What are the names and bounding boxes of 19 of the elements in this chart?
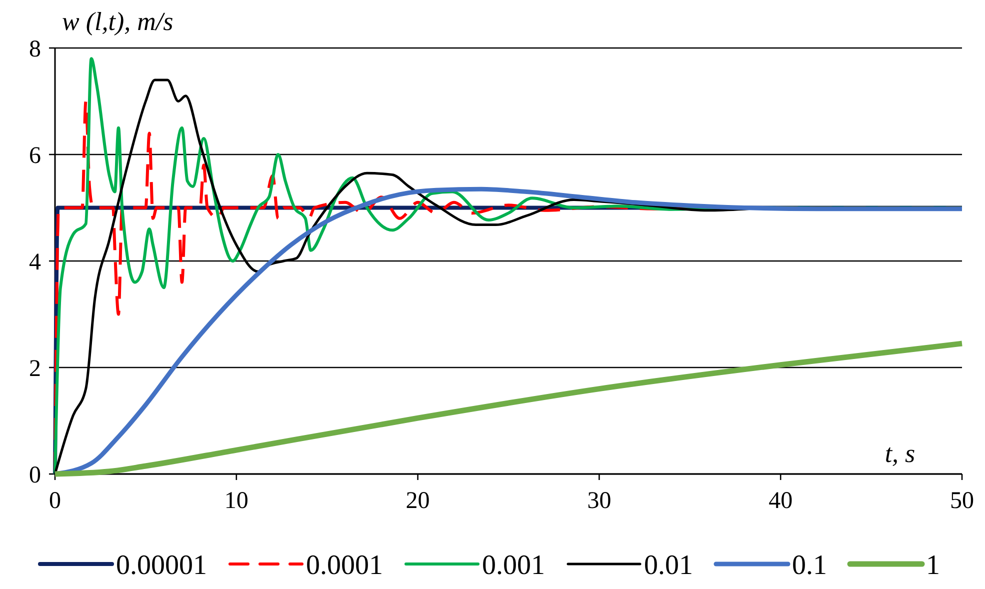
x-axis-title: t, s xyxy=(884,439,916,468)
legend-label: 0.001 xyxy=(482,550,545,581)
y-tick-label: 4 xyxy=(29,249,41,276)
y-axis-title: w (l,t), m/s xyxy=(62,7,174,36)
x-tick-label: 20 xyxy=(406,488,430,514)
legend-label: 0.1 xyxy=(792,550,827,581)
y-tick-label: 0 xyxy=(29,462,41,488)
x-tick-label: 50 xyxy=(950,488,974,514)
legend-label: 0.00001 xyxy=(116,550,207,581)
x-tick-label: 40 xyxy=(768,488,793,514)
legend-label: 0.0001 xyxy=(306,550,383,581)
y-tick-label: 8 xyxy=(29,36,41,62)
legend-label: 0.01 xyxy=(644,550,693,581)
y-tick-label: 6 xyxy=(29,142,41,169)
legend-label: 1 xyxy=(926,550,940,581)
x-tick-label: 0 xyxy=(49,488,61,514)
x-tick-label: 30 xyxy=(587,488,612,514)
x-tick-label: 10 xyxy=(224,488,248,514)
y-tick-label: 2 xyxy=(29,356,41,382)
